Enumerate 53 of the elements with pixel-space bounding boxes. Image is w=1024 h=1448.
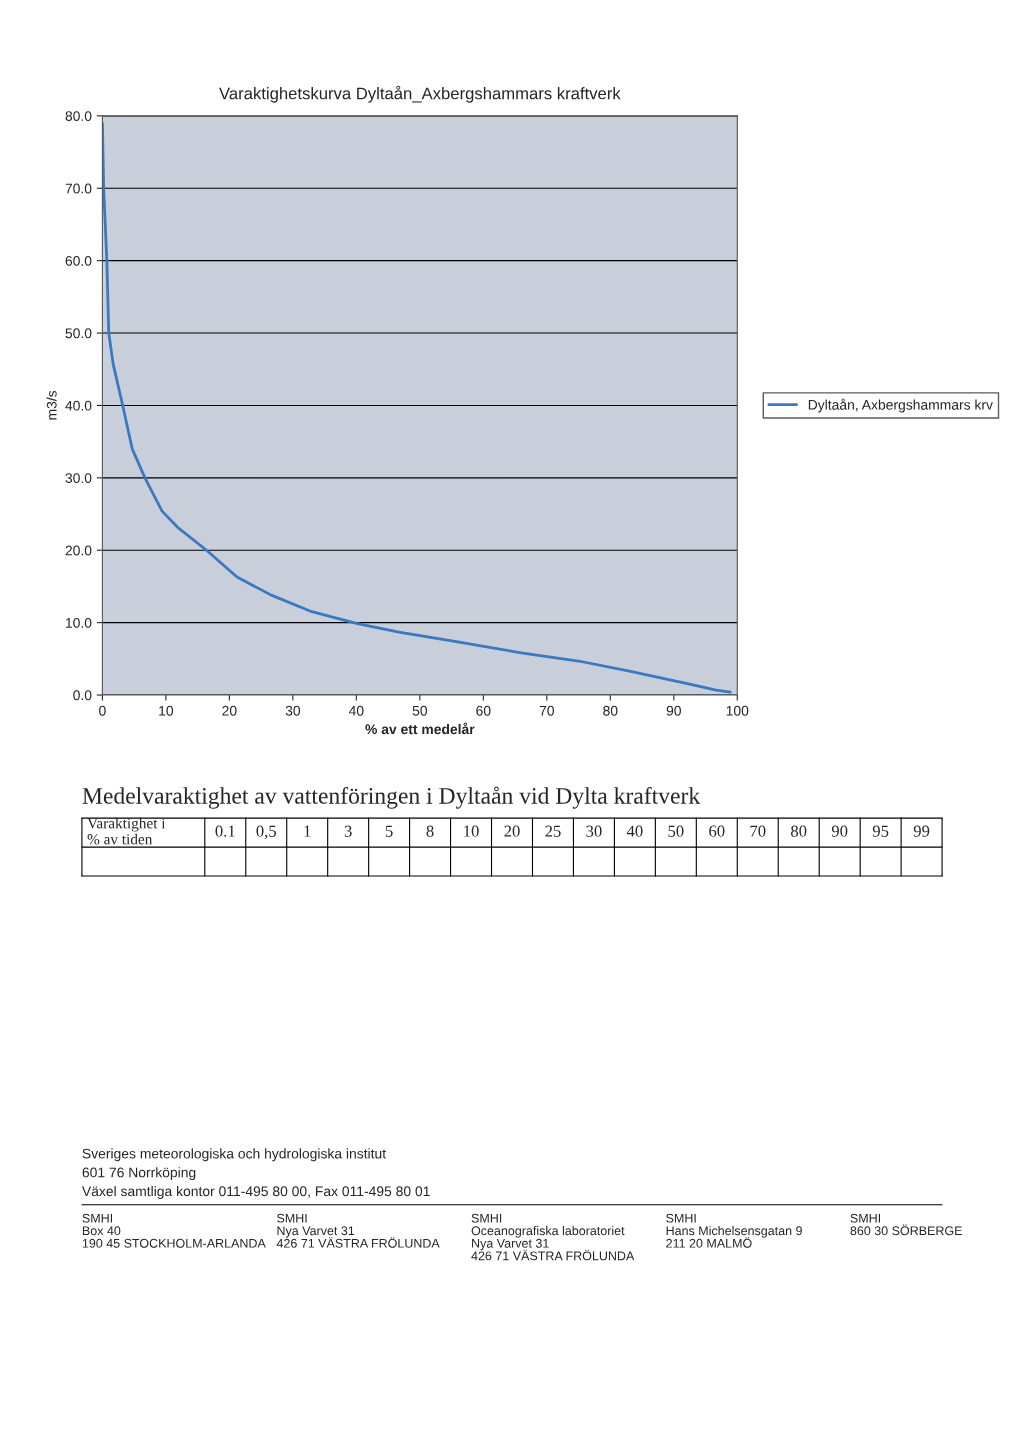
- text: 0,5: [256, 825, 277, 840]
- x-tick-label: 60: [476, 705, 491, 716]
- x-tick-label: 70: [539, 705, 554, 716]
- text: 80: [791, 825, 807, 837]
- chart-title: Varaktighetskurva Dyltaån_Axbergshammars kraftverk: [219, 85, 621, 103]
- text: SMHI Hans Michelsensgatan 9 211 20 MALMÖ: [666, 1213, 802, 1248]
- text: 10: [464, 825, 479, 837]
- text: SMHI 860 30 SÖRBERGE: [850, 1213, 962, 1236]
- y-axis-title: m3/s: [46, 390, 57, 420]
- y-tick-label: 0.0: [73, 690, 92, 701]
- text: Sveriges meteorologiska och hydrologiska institut: [82, 1148, 386, 1162]
- x-axis-title: % av ett medelår: [365, 722, 475, 735]
- legend-label: Dyltaån, Axbergshammars krv: [808, 398, 993, 413]
- text: SMHI Nya Varvet 31 426 71 VÄSTRA FRÖLUNDA: [276, 1213, 440, 1248]
- x-tick-label: 80: [603, 705, 618, 716]
- x-tick-label: 50: [412, 705, 428, 716]
- y-tick-label: 40.0: [65, 400, 92, 411]
- text: 1: [304, 825, 311, 837]
- text: Växel samtliga kontor 011-495 80 00, Fax 011-495 80 01: [81, 1185, 430, 1199]
- y-tick-label: 30.0: [65, 473, 92, 484]
- y-tick-label: 10.0: [66, 617, 92, 628]
- y-tick-label: 20.0: [65, 545, 92, 556]
- text: 30: [586, 825, 602, 837]
- text: 90: [831, 825, 848, 837]
- text: SMHI Box 40 190 45 STOCKHOLM-ARLANDA: [82, 1213, 266, 1248]
- text: 601 76 Norrköping: [82, 1167, 196, 1181]
- text: Varaktighet i % av tiden: [87, 817, 166, 845]
- y-tick-label: 60.0: [65, 255, 92, 266]
- text: Medelvaraktighet av vattenföringen i Dyltaån vid Dylta kraftverk: [82, 786, 701, 809]
- text: 60: [709, 825, 725, 837]
- x-tick-label: 10: [159, 705, 174, 716]
- text: 5: [385, 825, 393, 837]
- x-tick-label: 100: [726, 705, 749, 716]
- x-tick-label: 30: [285, 705, 301, 716]
- text: 95: [872, 825, 889, 837]
- text: 70: [750, 825, 766, 837]
- line-series: [102, 121, 732, 694]
- text: 40: [626, 825, 643, 837]
- text: 20: [504, 825, 520, 837]
- x-tick-label: 90: [666, 705, 681, 716]
- x-tick-label: 0: [99, 705, 106, 716]
- text: 0.1: [215, 825, 235, 837]
- text: SMHI Oceanografiska laboratoriet Nya Varvet 31 426 71 VÄSTRA FRÖLUNDA: [471, 1213, 635, 1261]
- x-tick-label: 40: [348, 705, 364, 716]
- text: 99: [913, 825, 930, 837]
- y-tick-label: 50.0: [65, 328, 92, 339]
- y-tick-label: 70.0: [65, 183, 92, 194]
- text: 25: [545, 825, 561, 837]
- x-tick-label: 20: [222, 705, 237, 716]
- text: 50: [668, 825, 684, 837]
- text: 3: [344, 825, 352, 837]
- text: 8: [426, 825, 434, 837]
- y-tick-label: 80.0: [65, 111, 92, 122]
